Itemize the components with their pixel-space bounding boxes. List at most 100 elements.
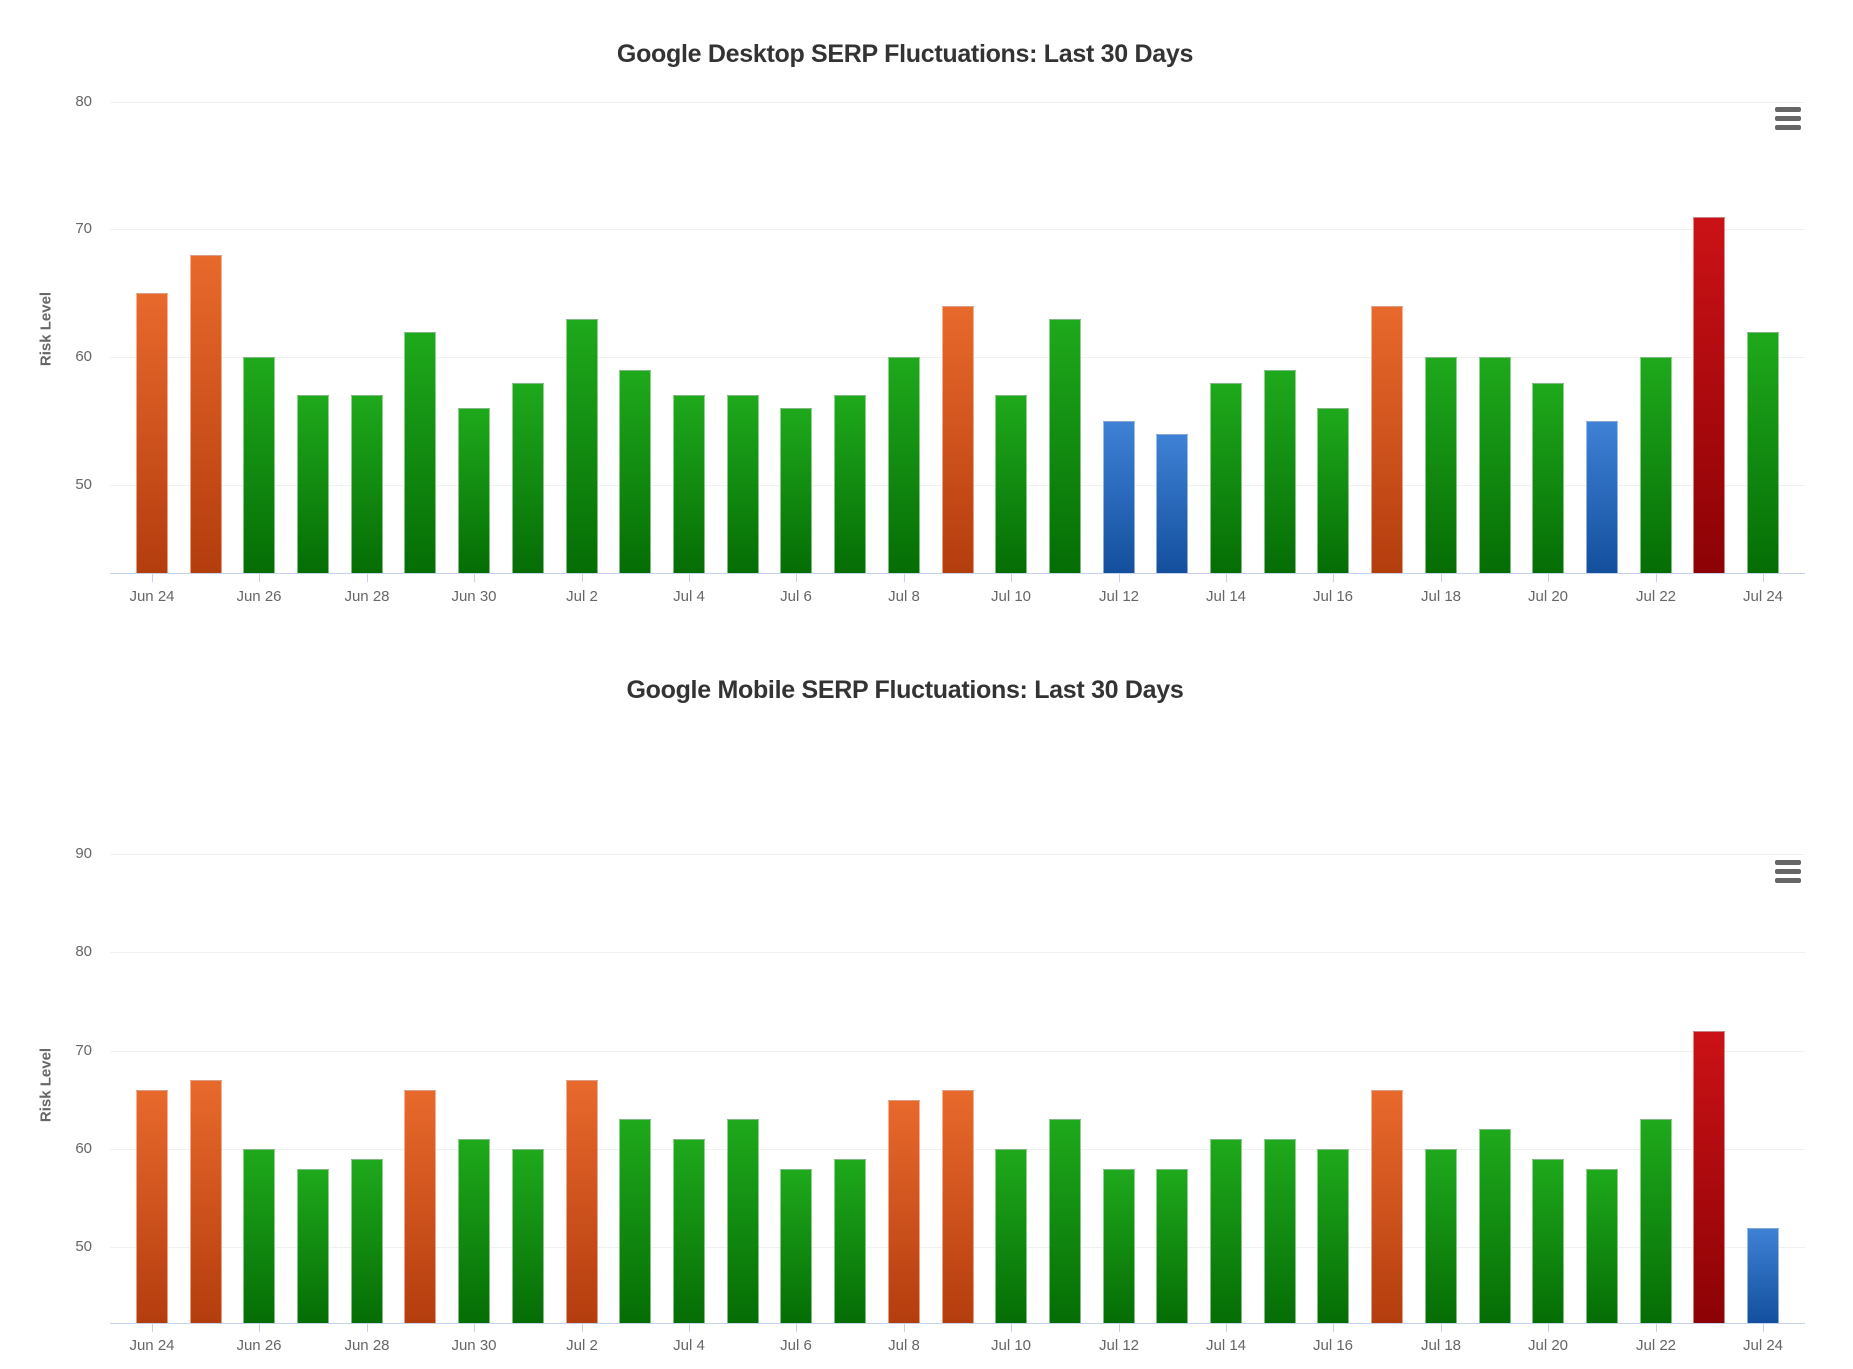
x-tick-label: Jul 22 <box>1635 588 1677 605</box>
x-tick <box>474 574 475 582</box>
bar[interactable] <box>297 395 329 573</box>
bar[interactable] <box>1693 217 1725 573</box>
bar[interactable] <box>1103 1169 1135 1323</box>
x-tick-label: Jul 6 <box>780 588 812 605</box>
bar[interactable] <box>1747 1228 1779 1323</box>
bar[interactable] <box>942 306 974 573</box>
bar[interactable] <box>780 408 812 573</box>
bar[interactable] <box>995 1149 1027 1323</box>
bar[interactable] <box>727 395 759 573</box>
bar[interactable] <box>512 383 544 573</box>
bar[interactable] <box>834 395 866 573</box>
x-tick <box>1119 574 1120 582</box>
bar[interactable] <box>888 357 920 573</box>
bar[interactable] <box>1264 370 1296 573</box>
x-tick <box>1441 574 1442 582</box>
x-tick <box>1763 574 1764 582</box>
x-tick-label: Jul 2 <box>566 588 598 605</box>
x-tick-label: Jul 4 <box>673 588 705 605</box>
bar[interactable] <box>1264 1139 1296 1323</box>
bar[interactable] <box>566 319 598 573</box>
x-tick-label: Jun 26 <box>236 588 282 605</box>
bar[interactable] <box>1532 383 1564 573</box>
bar[interactable] <box>1586 1169 1618 1323</box>
bar[interactable] <box>1747 332 1779 573</box>
bar[interactable] <box>1103 421 1135 573</box>
x-tick <box>904 574 905 582</box>
bar[interactable] <box>190 1080 222 1323</box>
bar[interactable] <box>1210 383 1242 573</box>
y-tick-label: 90 <box>75 845 92 862</box>
chart-title: Google Desktop SERP Fluctuations: Last 3… <box>616 40 1194 68</box>
bar[interactable] <box>1210 1139 1242 1323</box>
bar[interactable] <box>619 370 651 573</box>
x-axis-line <box>110 573 1805 574</box>
bar[interactable] <box>458 408 490 573</box>
bar[interactable] <box>1479 357 1511 573</box>
bar[interactable] <box>512 1149 544 1323</box>
bar[interactable] <box>351 395 383 573</box>
x-tick <box>259 1324 260 1332</box>
x-tick <box>796 1324 797 1332</box>
hamburger-menu-icon[interactable] <box>1775 860 1801 887</box>
x-tick-label: Jul 20 <box>1527 588 1569 605</box>
bar[interactable] <box>727 1119 759 1323</box>
bar[interactable] <box>673 395 705 573</box>
x-tick <box>582 574 583 582</box>
bar[interactable] <box>1693 1031 1725 1323</box>
y-tick-label: 50 <box>75 1238 92 1255</box>
bar[interactable] <box>1425 1149 1457 1323</box>
bar[interactable] <box>136 1090 168 1323</box>
x-tick-label: Jul 8 <box>888 588 920 605</box>
bar[interactable] <box>458 1139 490 1323</box>
bar[interactable] <box>243 1149 275 1323</box>
bar[interactable] <box>1317 408 1349 573</box>
bar[interactable] <box>619 1119 651 1323</box>
menu-bar <box>1775 116 1801 121</box>
menu-bar <box>1775 878 1801 883</box>
bar[interactable] <box>1479 1129 1511 1323</box>
x-tick-label: Jul 24 <box>1742 588 1784 605</box>
y-tick-label: 50 <box>75 476 92 493</box>
bar[interactable] <box>243 357 275 573</box>
bar[interactable] <box>1532 1159 1564 1323</box>
x-tick <box>474 1324 475 1332</box>
bar[interactable] <box>1425 357 1457 573</box>
bar[interactable] <box>404 332 436 573</box>
bar[interactable] <box>888 1100 920 1323</box>
bar[interactable] <box>1049 319 1081 573</box>
y-tick-label: 60 <box>75 348 92 365</box>
bar[interactable] <box>1371 1090 1403 1323</box>
x-tick <box>1011 1324 1012 1332</box>
x-tick <box>689 574 690 582</box>
hamburger-menu-icon[interactable] <box>1775 107 1801 134</box>
bar[interactable] <box>190 255 222 573</box>
bar[interactable] <box>351 1159 383 1323</box>
bar[interactable] <box>995 395 1027 573</box>
bar[interactable] <box>1586 421 1618 573</box>
bar[interactable] <box>136 293 168 573</box>
bar[interactable] <box>1156 434 1188 573</box>
bar[interactable] <box>1640 357 1672 573</box>
bar[interactable] <box>1049 1119 1081 1323</box>
bar[interactable] <box>1371 306 1403 573</box>
bar[interactable] <box>673 1139 705 1323</box>
bar[interactable] <box>1640 1119 1672 1323</box>
bar[interactable] <box>942 1090 974 1323</box>
y-tick-label: 80 <box>75 943 92 960</box>
x-tick <box>1656 1324 1657 1332</box>
menu-bar <box>1775 125 1801 130</box>
bar[interactable] <box>1156 1169 1188 1323</box>
x-tick-label: Jul 2 <box>566 1337 598 1354</box>
bar[interactable] <box>566 1080 598 1323</box>
x-tick <box>1548 574 1549 582</box>
x-tick <box>1333 574 1334 582</box>
bar[interactable] <box>780 1169 812 1323</box>
bar[interactable] <box>1317 1149 1349 1323</box>
bar[interactable] <box>834 1159 866 1323</box>
bar[interactable] <box>404 1090 436 1323</box>
x-tick <box>152 1324 153 1332</box>
x-tick-label: Jun 24 <box>129 588 175 605</box>
bar[interactable] <box>297 1169 329 1323</box>
x-tick <box>367 1324 368 1332</box>
